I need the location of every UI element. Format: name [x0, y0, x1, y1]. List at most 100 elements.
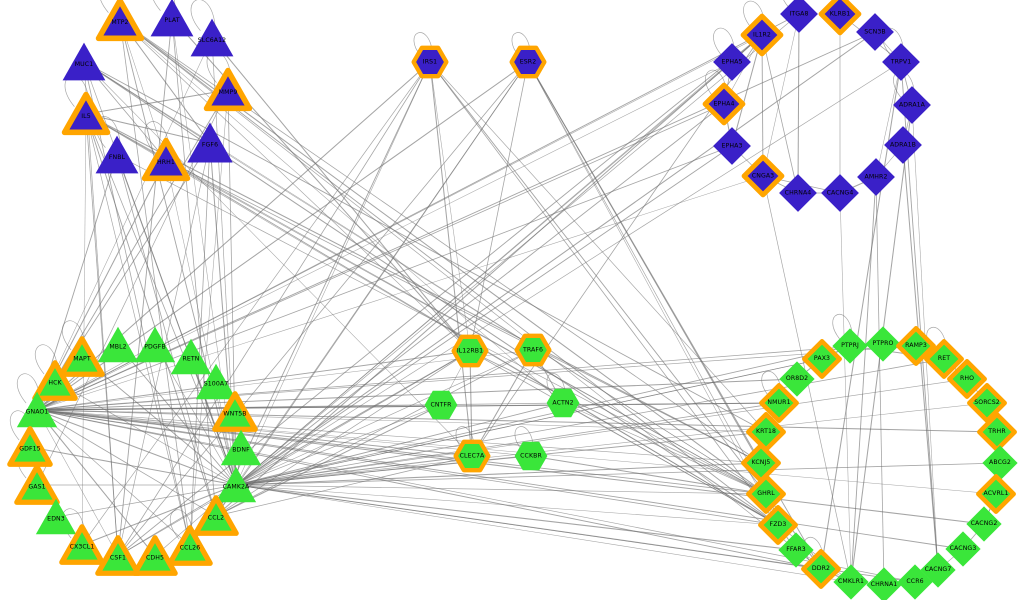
network-node-cntfr[interactable]: CNTFR: [422, 386, 461, 425]
node-glyph: [759, 383, 799, 423]
self-loop-edge: [190, 0, 216, 31]
node-shape-diamond: [897, 564, 933, 600]
edge: [165, 159, 767, 495]
network-node-epha5[interactable]: EPHA5: [710, 40, 755, 85]
edge: [36, 345, 917, 411]
edge: [215, 404, 442, 517]
edge: [55, 484, 237, 518]
node-shape-triangle: [193, 495, 239, 536]
self-loop-edge: [514, 426, 534, 451]
edge: [469, 61, 529, 352]
edge: [797, 13, 800, 194]
node-glyph: [35, 498, 77, 535]
network-node-slc6a12[interactable]: SLC6A12: [187, 13, 238, 64]
network-node-cckbr[interactable]: CCKBR: [512, 437, 551, 476]
network-node-ccr6[interactable]: CCR6: [894, 561, 936, 600]
node-glyph: [97, 326, 139, 363]
node-shape-diamond: [857, 158, 895, 196]
edge: [235, 455, 473, 486]
node-shape-hexagon: [411, 45, 449, 79]
edge: [562, 402, 767, 495]
node-shape-triangle: [59, 336, 105, 377]
network-node-esr2[interactable]: ESR2: [509, 43, 548, 82]
network-node-il12rb1[interactable]: IL12RB1: [451, 332, 490, 371]
network-node-muc1[interactable]: MUC1: [59, 37, 110, 88]
edge: [81, 484, 237, 546]
node-glyph: [59, 524, 105, 565]
node-glyph: [779, 174, 817, 212]
node-glyph: [713, 127, 751, 165]
node-shape-triangle: [61, 91, 111, 136]
node-glyph: [982, 445, 1018, 481]
node-shape-diamond: [966, 506, 1002, 542]
self-loop-edge: [713, 27, 736, 56]
edge: [839, 192, 852, 583]
edge: [85, 113, 211, 144]
node-shape-diamond: [896, 326, 936, 366]
node-glyph: [7, 426, 53, 467]
edge: [235, 61, 902, 486]
edge: [761, 34, 764, 177]
edge: [235, 484, 767, 495]
node-glyph: [893, 86, 931, 124]
node-shape-diamond: [833, 564, 869, 600]
network-node-irs1[interactable]: IRS1: [411, 43, 450, 82]
node-glyph: [61, 91, 111, 136]
edge: [117, 61, 431, 557]
node-glyph: [856, 13, 894, 51]
node-shape-diamond: [713, 43, 751, 81]
node-glyph: [95, 535, 141, 576]
network-node-cdh5[interactable]: CDH5: [131, 532, 179, 580]
node-shape-diamond: [947, 359, 987, 399]
edge: [527, 61, 779, 526]
edge: [215, 34, 763, 517]
node-glyph: [95, 0, 145, 42]
edge: [36, 409, 822, 570]
node-shape-diamond: [882, 43, 920, 81]
node-shape-diamond: [746, 474, 786, 514]
node-shape-diamond: [832, 328, 868, 364]
edge: [36, 409, 964, 550]
edge: [171, 17, 217, 517]
node-shape-diamond: [884, 126, 922, 164]
node-glyph: [866, 567, 902, 600]
edge: [81, 113, 87, 546]
node-glyph: [141, 137, 191, 182]
network-node-chrna4[interactable]: CHRNA4: [776, 171, 821, 216]
node-glyph: [411, 45, 449, 79]
node-glyph: [453, 439, 491, 473]
self-loop-edge: [61, 320, 86, 351]
edge: [209, 142, 767, 495]
node-glyph: [818, 0, 862, 36]
edge: [36, 409, 985, 525]
node-glyph: [514, 333, 552, 367]
edge: [36, 409, 767, 495]
network-node-clec7a[interactable]: CLEC7A: [453, 437, 492, 476]
network-node-mmp9[interactable]: MMP9: [203, 65, 254, 116]
edge: [429, 61, 471, 352]
node-shape-hexagon: [546, 388, 580, 418]
edge: [731, 34, 763, 147]
self-loop-edge: [413, 32, 433, 57]
edge: [429, 61, 779, 526]
node-shape-diamond: [741, 154, 785, 198]
edge: [235, 462, 1001, 486]
node-shape-diamond: [866, 567, 902, 600]
network-node-adra1a[interactable]: ADRA1A: [890, 83, 935, 128]
self-loop-edge: [153, 0, 176, 11]
network-node-hrh1[interactable]: HRH1: [141, 135, 192, 186]
edge: [117, 350, 471, 557]
node-glyph: [220, 429, 262, 466]
node-shape-hexagon: [453, 439, 491, 473]
node-shape-diamond: [713, 127, 751, 165]
edge: [429, 61, 473, 457]
network-node-cacng4[interactable]: CACNG4: [818, 171, 863, 216]
network-node-traf6[interactable]: TRAF6: [514, 331, 553, 370]
network-node-itga8[interactable]: ITGA8: [777, 0, 822, 37]
network-node-actn2[interactable]: ACTN2: [544, 384, 583, 423]
network-node-epha4[interactable]: EPHA4: [702, 82, 747, 127]
node-glyph: [967, 383, 1007, 423]
edge: [235, 61, 431, 486]
network-node-fnbl[interactable]: FNBL: [92, 130, 143, 181]
network-node-trpv1[interactable]: TRPV1: [879, 40, 924, 85]
